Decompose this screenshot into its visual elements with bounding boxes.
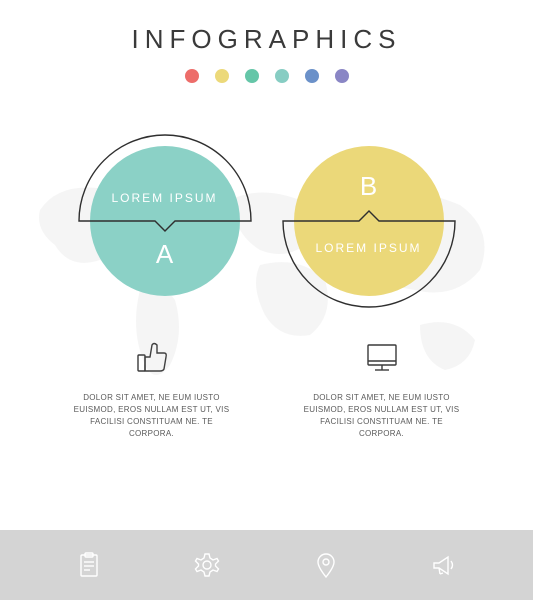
circle-a-label: LOREM IPSUM — [90, 191, 240, 205]
circle-b: B LOREM IPSUM — [279, 131, 459, 311]
circle-a-letter: A — [90, 239, 240, 270]
desc-text-b: DOLOR SIT AMET, NE EUM IUSTO EUISMOD, ER… — [297, 392, 467, 440]
clipboard-icon[interactable] — [75, 551, 103, 579]
dot-3 — [245, 69, 259, 83]
pin-icon[interactable] — [312, 551, 340, 579]
megaphone-icon[interactable] — [430, 551, 458, 579]
circle-b-letter: B — [294, 171, 444, 202]
descriptions-row: DOLOR SIT AMET, NE EUM IUSTO EUISMOD, ER… — [0, 337, 533, 440]
dot-4 — [275, 69, 289, 83]
thumbs-up-icon — [132, 337, 172, 377]
palette-dots — [0, 69, 533, 83]
desc-item-a: DOLOR SIT AMET, NE EUM IUSTO EUISMOD, ER… — [67, 337, 237, 440]
monitor-icon — [362, 337, 402, 377]
page-title: INFOGRAPHICS — [0, 0, 533, 55]
dot-6 — [335, 69, 349, 83]
circle-a-fill — [90, 146, 240, 296]
footer-bar — [0, 530, 533, 600]
dot-2 — [215, 69, 229, 83]
dot-5 — [305, 69, 319, 83]
circle-b-label: LOREM IPSUM — [294, 241, 444, 255]
circles-row: LOREM IPSUM A B LOREM IPSUM — [0, 131, 533, 311]
desc-item-b: DOLOR SIT AMET, NE EUM IUSTO EUISMOD, ER… — [297, 337, 467, 440]
dot-1 — [185, 69, 199, 83]
circle-a: LOREM IPSUM A — [75, 131, 255, 311]
desc-text-a: DOLOR SIT AMET, NE EUM IUSTO EUISMOD, ER… — [67, 392, 237, 440]
circle-b-fill — [294, 146, 444, 296]
gear-icon[interactable] — [193, 551, 221, 579]
